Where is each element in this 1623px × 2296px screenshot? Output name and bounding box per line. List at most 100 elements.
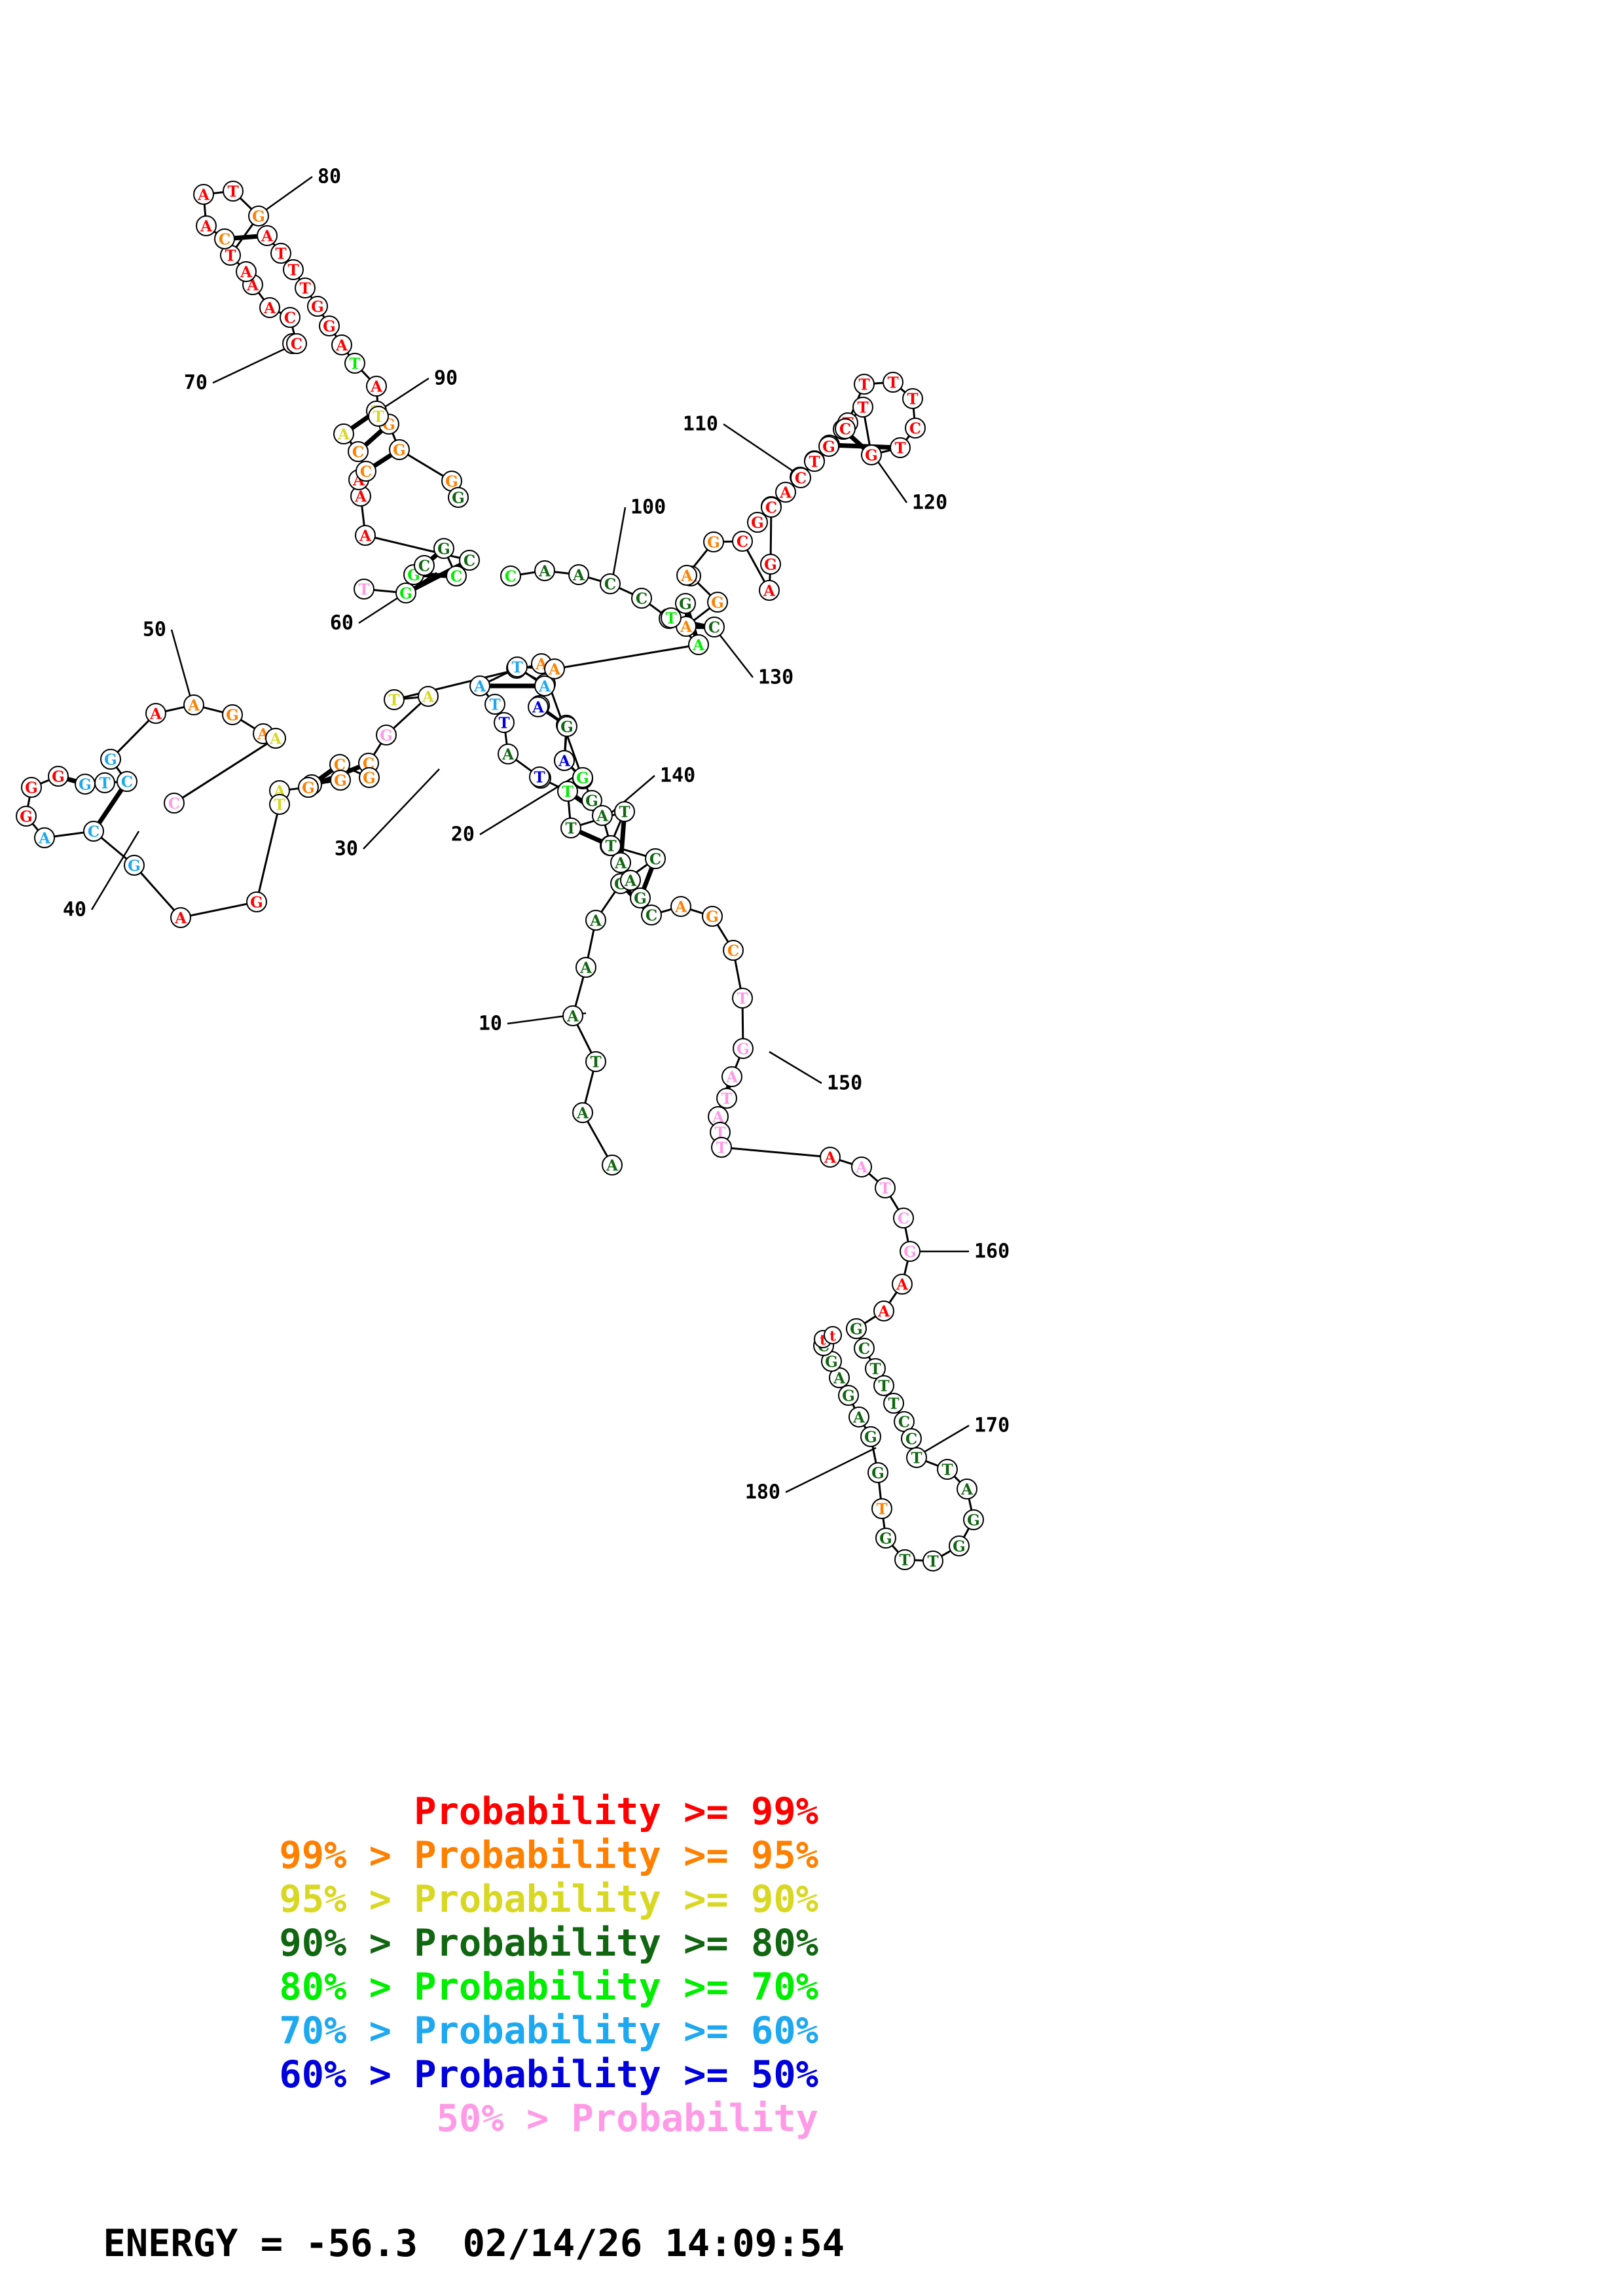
nucleotide-circle (905, 418, 926, 439)
nucleotide-letter: G (576, 770, 589, 787)
nucleotide-letter: A (38, 830, 51, 848)
nucleotide-letter: T (869, 1361, 881, 1378)
nucleotide-letter: T (894, 440, 905, 457)
nucleotide-circle (544, 658, 565, 679)
nucleotide-83-A: A (196, 215, 217, 236)
nucleotide-letter: A (337, 426, 350, 444)
nucleotide-letter: T (716, 1139, 727, 1157)
nucleotide-6-A: A (585, 910, 606, 931)
nucleotide-108-A: A (759, 580, 780, 601)
nucleotide-letter: A (896, 1276, 909, 1294)
nucleotide-letter: A (680, 567, 693, 585)
position-leader-line-180 (785, 1446, 877, 1494)
nucleotide-65-C: C (356, 461, 376, 482)
nucleotide-145-G: G (630, 888, 651, 908)
nucleotide-circle (893, 1208, 914, 1229)
nucleotide-letter: T (927, 1553, 938, 1571)
nucleotide-184-A: A (829, 1367, 850, 1388)
nucleotide-circle (614, 801, 635, 822)
backbone-segment (203, 204, 207, 217)
nucleotide-78-A: A (236, 261, 257, 282)
nucleotide-letter: G (679, 596, 692, 613)
nucleotide-circle (222, 704, 243, 725)
nucleotide-circle (572, 767, 593, 788)
position-label-10: 10 (479, 1013, 502, 1035)
nucleotide-letter: A (824, 1149, 837, 1167)
nucleotide-circle (641, 905, 662, 925)
nucleotide-141-A: A (592, 805, 613, 826)
nucleotide-letter: G (953, 1538, 966, 1556)
nucleotide-183-G: G (838, 1385, 859, 1406)
backbone-segment (40, 779, 50, 785)
nucleotide-circle (331, 334, 352, 355)
nucleotide-17-T: T (484, 694, 505, 715)
position-label-180: 180 (745, 1481, 780, 1504)
nucleotide-circle (852, 397, 873, 418)
nucleotide-letter: T (358, 581, 369, 599)
backbone-segment (361, 369, 371, 380)
legend-row-70: 80% > Probability >= 70% (279, 1965, 818, 2009)
nucleotide-88-T: T (295, 278, 316, 298)
position-label-150: 150 (827, 1072, 862, 1095)
nucleotide-circle (193, 184, 214, 205)
nucleotide-letter: G (334, 772, 347, 790)
nucleotide-letter: T (534, 769, 545, 787)
backbone-segment (554, 571, 570, 575)
nucleotide-circle (867, 1462, 888, 1483)
nucleotide-circle (534, 560, 555, 581)
nucleotide-circle (620, 870, 641, 891)
backbone-segment (904, 1227, 909, 1242)
nucleotide-circle (838, 1385, 859, 1406)
nucleotide-circle (873, 1300, 894, 1321)
nucleotide-circle (865, 1358, 886, 1379)
nucleotide-174-G: G (963, 1509, 984, 1530)
nucleotide-circle (494, 712, 515, 733)
nucleotide-letter: C (708, 619, 720, 637)
nucleotide-circle (94, 772, 115, 793)
nucleotide-circle (469, 675, 490, 696)
nucleotide-letter: A (354, 488, 367, 506)
nucleotide-134-T: T (507, 656, 528, 677)
nucleotide-circle (319, 315, 340, 336)
nucleotide-letter: A (712, 1109, 725, 1126)
nucleotide-circle (448, 487, 469, 508)
nucleotide-126-C: C (835, 418, 856, 439)
nucleotide-circle (259, 297, 280, 318)
nucleotide-circle (446, 565, 467, 586)
backbone-segment (953, 1475, 961, 1483)
nucleotide-157-A: A (820, 1147, 841, 1168)
nucleotide-70-G: G (389, 439, 410, 460)
nucleotide-letter: T (665, 610, 676, 628)
nucleotide-94-T: T (368, 406, 389, 427)
nucleotide-circle (164, 793, 185, 814)
nucleotide-49-A: A (145, 703, 166, 724)
nucleotide-letter: C (737, 533, 748, 551)
nucleotide-circle (630, 888, 651, 908)
nucleotide-letter: A (763, 583, 776, 600)
nucleotide-letter: T (388, 692, 399, 709)
nucleotide-circle (333, 423, 354, 444)
nucleotide-67-A: A (333, 423, 354, 444)
nucleotide-51-G: G (222, 704, 243, 725)
nucleotide-letter: T (941, 1462, 953, 1479)
nucleotide-letter: C (727, 942, 739, 960)
nucleotide-circle (484, 694, 505, 715)
nucleotide-circle (295, 278, 316, 298)
nucleotide-90-G: G (319, 315, 340, 336)
nucleotide-circle (572, 1102, 593, 1123)
backbone-segment (564, 736, 568, 751)
nucleotide-letter: T (876, 1501, 887, 1518)
nucleotide-circle (355, 525, 376, 546)
backbone-segment (735, 1057, 740, 1068)
nucleotide-5-A: A (575, 957, 596, 978)
backbone-segment (912, 408, 916, 419)
nucleotide-93-A: A (366, 376, 387, 397)
nucleotide-letter: A (370, 378, 383, 396)
nucleotide-47-C: C (117, 771, 137, 792)
nucleotide-130-C: C (704, 617, 725, 637)
backbone-segment (941, 1550, 951, 1557)
nucleotide-layer: AATAAAGCTTTTTTATTATAAGAGATAGCGCGCGATGAGC… (16, 181, 984, 1571)
nucleotide-letter: T (227, 183, 238, 201)
nucleotide-142-T: T (600, 835, 621, 856)
